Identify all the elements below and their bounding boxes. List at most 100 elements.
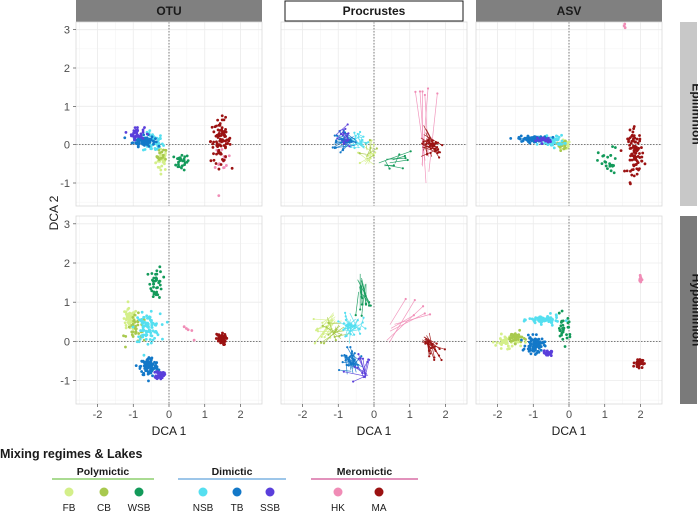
point-nsb — [139, 329, 143, 332]
arrow-head-tb — [343, 353, 346, 357]
point-cb — [122, 334, 125, 338]
point-tb — [148, 137, 152, 141]
point-nsb — [143, 148, 147, 151]
arrow-ma — [427, 341, 435, 360]
point-nsb — [150, 326, 154, 329]
point-ssb — [139, 132, 143, 136]
arrow-head-hk — [421, 305, 425, 308]
point-cb — [136, 323, 140, 327]
point-nsb — [564, 319, 568, 323]
arrow-head-ma — [435, 342, 438, 345]
point-ma — [219, 341, 223, 345]
point-tb — [136, 145, 140, 149]
point-tb — [540, 337, 544, 341]
point-ma — [636, 141, 640, 145]
point-tb — [521, 348, 525, 352]
x-axis-title: DCA 1 — [357, 424, 392, 438]
point-tb — [150, 356, 154, 360]
point-wsb — [561, 319, 565, 323]
point-hk — [213, 166, 217, 169]
point-ma — [638, 139, 642, 143]
arrow-fb — [357, 152, 375, 166]
point-fb — [516, 340, 520, 344]
point-wsb — [560, 331, 564, 335]
point-ssb — [548, 138, 552, 142]
arrow-head-wsb — [367, 304, 371, 307]
point-nsb — [137, 340, 141, 344]
point-ma — [224, 115, 228, 119]
point-wsb — [154, 291, 158, 295]
point-fb — [124, 326, 128, 330]
point-ssb — [141, 130, 145, 134]
point-fb — [503, 335, 507, 339]
point-ma — [640, 155, 644, 159]
arrow-head-nsb — [365, 142, 368, 145]
point-tb — [529, 136, 533, 140]
point-nsb — [140, 334, 144, 338]
point-wsb — [153, 279, 157, 283]
point-nsb — [539, 323, 543, 326]
arrow-head-hk — [436, 92, 439, 95]
point-ma — [632, 163, 635, 167]
point-wsb — [567, 325, 571, 329]
x-tick-label: 2 — [637, 409, 643, 421]
point-ma — [220, 126, 224, 130]
point-nsb — [555, 316, 558, 320]
point-ssb — [162, 374, 166, 377]
point-wsb — [562, 326, 566, 330]
arrow-head-ma — [436, 151, 439, 155]
arrow-head-ssb — [341, 133, 345, 137]
point-ma — [643, 162, 647, 166]
point-nsb — [148, 129, 152, 133]
arrow-hk — [389, 313, 425, 332]
point-tb — [527, 344, 531, 348]
arrow-cb — [366, 155, 374, 160]
arrow-head-tb — [346, 346, 349, 349]
x-tick-label: 1 — [202, 409, 208, 421]
point-ma — [214, 337, 218, 340]
point-fb — [124, 323, 128, 327]
point-wsb — [152, 282, 156, 286]
arrow-head-nsb — [367, 141, 370, 144]
arrow-head-hk — [418, 90, 422, 93]
point-ma — [215, 133, 219, 137]
point-wsb — [611, 145, 614, 148]
point-wsb — [180, 164, 184, 168]
point-cb — [162, 148, 165, 152]
points-otu-epilimnion — [123, 114, 234, 198]
point-tb — [532, 341, 535, 345]
point-wsb — [158, 283, 162, 287]
point-tb — [146, 359, 149, 363]
point-nsb — [158, 312, 162, 316]
point-tb — [142, 373, 146, 377]
point-cb — [158, 151, 162, 155]
point-nsb — [549, 312, 552, 315]
point-wsb — [565, 336, 569, 340]
point-tb — [528, 336, 531, 340]
arrow-wsb — [359, 286, 363, 299]
point-hk — [220, 148, 224, 151]
point-ma — [638, 152, 641, 155]
point-ma — [633, 151, 637, 155]
point-nsb — [545, 316, 549, 319]
point-ma — [225, 138, 229, 142]
points-otu-hypolimnion — [122, 265, 229, 383]
point-tb — [154, 140, 158, 144]
point-tb — [542, 343, 546, 347]
arrow-head-nsb — [364, 327, 367, 330]
point-nsb — [556, 319, 559, 323]
point-fb — [125, 314, 129, 318]
arrow-tb — [335, 144, 356, 148]
legend-swatch-hk — [333, 487, 343, 497]
arrow-head-ma — [432, 143, 436, 146]
point-wsb — [154, 272, 157, 276]
point-ssb — [143, 126, 146, 129]
arrow-head-nsb — [344, 311, 347, 314]
point-hk — [227, 154, 231, 158]
x-tick-label: 0 — [371, 409, 377, 421]
point-ma — [222, 159, 225, 163]
point-fb — [499, 332, 503, 336]
point-tb — [520, 338, 523, 342]
legend-label-nsb: NSB — [193, 503, 214, 514]
point-tb — [535, 338, 539, 342]
